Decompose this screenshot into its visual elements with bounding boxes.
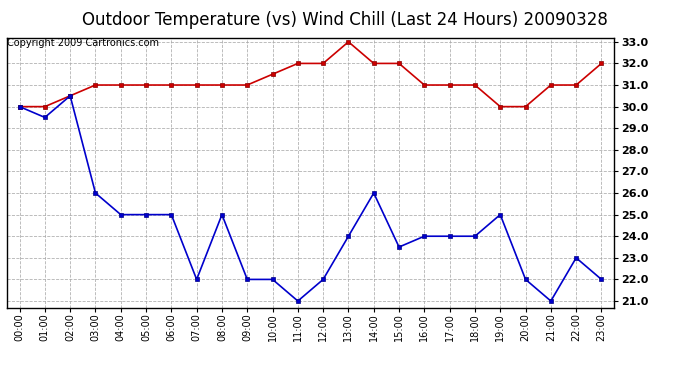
- Text: Outdoor Temperature (vs) Wind Chill (Last 24 Hours) 20090328: Outdoor Temperature (vs) Wind Chill (Las…: [82, 11, 608, 29]
- Text: Copyright 2009 Cartronics.com: Copyright 2009 Cartronics.com: [7, 38, 159, 48]
